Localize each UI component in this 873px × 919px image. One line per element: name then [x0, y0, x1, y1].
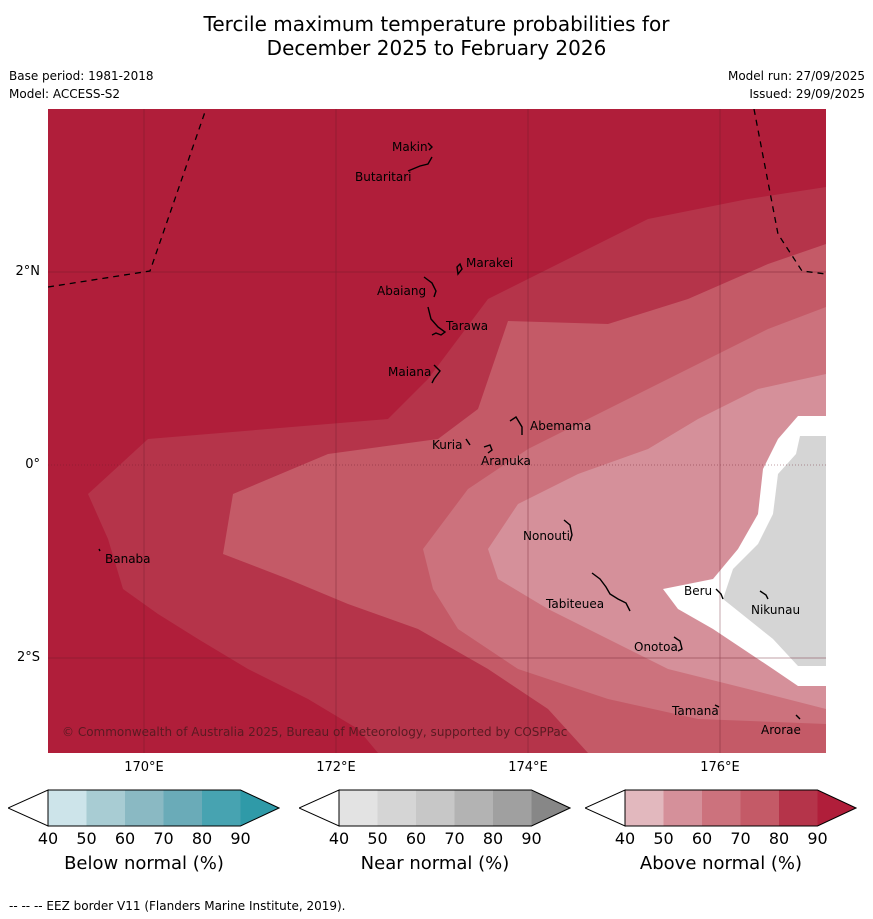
label-abemama: Abemama: [530, 419, 591, 433]
above-normal-label: Above normal (%): [585, 853, 857, 874]
label-tarawa: Tarawa: [445, 319, 488, 333]
label-butaritari: Butaritari: [355, 170, 412, 184]
below-tick-50: 50: [67, 829, 107, 848]
atoll-banaba: [99, 549, 100, 551]
model-run: Model run: 27/09/2025: [728, 67, 865, 85]
below-over-arrow: [241, 790, 280, 826]
near-swatch-3: [416, 790, 455, 826]
below-tick-90: 90: [221, 829, 261, 848]
map-credit: © Commonwealth of Australia 2025, Bureau…: [62, 725, 567, 739]
near-tick-60: 60: [396, 829, 436, 848]
label-tamana: Tamana: [671, 704, 719, 718]
below-tick-60: 60: [105, 829, 145, 848]
lat-label-2n: 2°N: [16, 264, 41, 279]
near-normal-label: Near normal (%): [299, 853, 571, 874]
colorbar-near: [299, 789, 571, 827]
label-aranuka: Aranuka: [481, 454, 531, 468]
above-tick-80: 80: [759, 829, 799, 848]
colorbar-above: [585, 789, 857, 827]
above-swatch-2: [664, 790, 703, 826]
below-swatch-4: [164, 790, 203, 826]
label-banaba: Banaba: [105, 552, 151, 566]
label-onotoa: Onotoa: [634, 640, 678, 654]
near-tick-50: 50: [358, 829, 398, 848]
meta-right: Model run: 27/09/2025 Issued: 29/09/2025: [728, 67, 865, 103]
lon-label-174e: 174°E: [498, 760, 558, 775]
below-tick-80: 80: [182, 829, 222, 848]
below-swatch-5: [202, 790, 241, 826]
near-under-arrow: [299, 790, 339, 826]
above-tick-90: 90: [798, 829, 838, 848]
above-tick-60: 60: [682, 829, 722, 848]
above-swatch-3: [702, 790, 741, 826]
above-tick-40: 40: [605, 829, 645, 848]
near-tick-70: 70: [435, 829, 475, 848]
label-maiana: Maiana: [388, 365, 431, 379]
below-under-arrow: [8, 790, 48, 826]
above-under-arrow: [585, 790, 625, 826]
eez-footnote: -- -- -- EEZ border V11 (Flanders Marine…: [9, 899, 346, 913]
below-swatch-2: [87, 790, 126, 826]
colorbar-below: [8, 789, 280, 827]
label-arorae: Arorae: [761, 723, 801, 737]
base-period: Base period: 1981-2018: [9, 67, 154, 85]
below-swatch-1: [48, 790, 87, 826]
near-swatch-4: [455, 790, 494, 826]
near-tick-80: 80: [473, 829, 513, 848]
title-line-1: Tercile maximum temperature probabilitie…: [0, 12, 873, 36]
near-tick-90: 90: [512, 829, 552, 848]
above-tick-70: 70: [721, 829, 761, 848]
label-tabiteuea: Tabiteuea: [545, 597, 604, 611]
model-name: Model: ACCESS-S2: [9, 85, 154, 103]
label-kuria: Kuria: [432, 438, 463, 452]
label-nikunau: Nikunau: [751, 603, 800, 617]
label-nonouti: Nonouti: [523, 529, 570, 543]
below-tick-40: 40: [28, 829, 68, 848]
above-swatch-4: [741, 790, 780, 826]
near-tick-40: 40: [319, 829, 359, 848]
below-tick-70: 70: [144, 829, 184, 848]
below-swatch-3: [125, 790, 164, 826]
above-tick-50: 50: [644, 829, 684, 848]
label-marakei: Marakei: [466, 256, 513, 270]
label-beru: Beru: [684, 584, 712, 598]
lat-label-2s: 2°S: [17, 650, 40, 665]
above-swatch-5: [779, 790, 818, 826]
label-abaiang: Abaiang: [377, 284, 426, 298]
meta-left: Base period: 1981-2018 Model: ACCESS-S2: [9, 67, 154, 103]
lat-label-0: 0°: [25, 457, 40, 472]
lon-label-172e: 172°E: [306, 760, 366, 775]
near-over-arrow: [532, 790, 571, 826]
below-normal-label: Below normal (%): [8, 853, 280, 874]
above-over-arrow: [818, 790, 857, 826]
lon-label-170e: 170°E: [114, 760, 174, 775]
near-swatch-1: [339, 790, 378, 826]
chart-title: Tercile maximum temperature probabilitie…: [0, 12, 873, 60]
above-swatch-1: [625, 790, 664, 826]
near-swatch-5: [493, 790, 532, 826]
title-line-2: December 2025 to February 2026: [0, 36, 873, 60]
near-swatch-2: [378, 790, 417, 826]
label-makin: Makin: [392, 140, 428, 154]
issued-date: Issued: 29/09/2025: [728, 85, 865, 103]
lon-label-176e: 176°E: [690, 760, 750, 775]
probability-map: Makin Butaritari Marakei Abaiang Tarawa …: [48, 109, 826, 753]
